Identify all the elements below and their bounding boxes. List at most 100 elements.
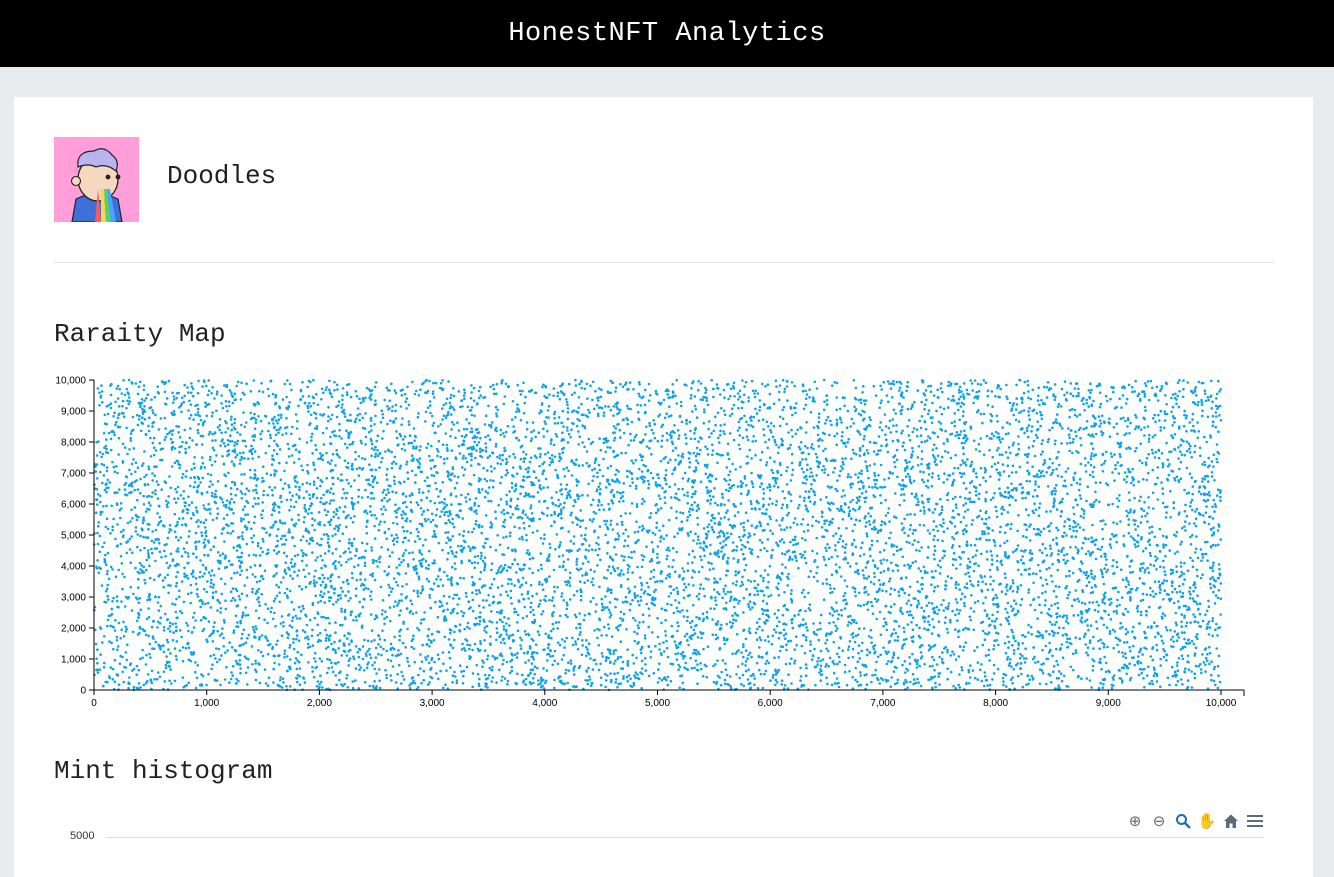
scatter-point (578, 626, 582, 630)
scatter-point (121, 670, 124, 674)
scatter-point (1005, 583, 1009, 586)
scatter-point (428, 484, 431, 487)
scatter-point (460, 648, 464, 651)
scatter-point (799, 426, 802, 429)
scatter-point (326, 657, 329, 661)
scatter-point (1165, 659, 1168, 662)
scatter-point (308, 482, 312, 486)
scatter-point (213, 621, 216, 624)
scatter-point (1139, 562, 1143, 566)
scatter-point (991, 678, 994, 681)
scatter-point (123, 605, 127, 608)
scatter-point (378, 523, 381, 526)
scatter-point (585, 450, 589, 453)
scatter-point (1175, 570, 1179, 573)
scatter-point (546, 506, 549, 510)
scatter-point (884, 604, 887, 608)
scatter-point (775, 616, 779, 619)
scatter-point (1029, 625, 1033, 629)
scatter-point (705, 388, 708, 392)
scatter-point (297, 518, 301, 522)
scatter-point (408, 687, 412, 690)
scatter-point (778, 620, 781, 624)
scatter-point (1075, 481, 1079, 485)
scatter-point (1124, 628, 1128, 631)
scatter-point (516, 672, 519, 676)
scatter-point (867, 520, 871, 523)
scatter-point (673, 466, 677, 469)
scatter-point (274, 597, 277, 600)
scatter-point (424, 538, 427, 541)
scatter-point (529, 610, 532, 614)
rarity-scatter-chart[interactable]: 0 1,000 2,000 3,000 4,000 5,000 6,000 7,000 8,00… (14, 367, 1313, 717)
scatter-point (1084, 643, 1087, 646)
scatter-point (106, 478, 110, 482)
scatter-point (211, 432, 214, 436)
scatter-point (895, 430, 898, 433)
scatter-point (1021, 642, 1024, 645)
scatter-point (207, 672, 210, 676)
scatter-point (1083, 602, 1087, 605)
scatter-point (828, 621, 831, 625)
scatter-point (443, 635, 447, 639)
scatter-point (258, 604, 261, 607)
scatter-point (972, 584, 975, 588)
scatter-point (135, 518, 139, 522)
scatter-point (175, 597, 178, 601)
scatter-point (622, 559, 626, 562)
scatter-point (802, 499, 806, 503)
scatter-point (95, 567, 99, 570)
scatter-point (656, 556, 659, 559)
scatter-point (346, 393, 349, 397)
scatter-point (695, 416, 699, 419)
scatter-point (654, 580, 657, 584)
scatter-point (728, 414, 732, 418)
scatter-point (774, 479, 777, 482)
scatter-point (325, 533, 329, 536)
scatter-point (205, 508, 208, 512)
scatter-point (740, 651, 743, 654)
scatter-point (810, 471, 813, 474)
scatter-point (264, 602, 267, 606)
scatter-point (1103, 609, 1106, 613)
scatter-point (1102, 420, 1106, 423)
scatter-point (665, 557, 669, 561)
scatter-point (652, 419, 655, 422)
scatter-point (853, 618, 856, 622)
scatter-point (841, 518, 845, 521)
scatter-point (1218, 680, 1222, 684)
scatter-point (1120, 681, 1124, 684)
scatter-point (103, 661, 106, 665)
scatter-point (955, 431, 959, 434)
scatter-point (298, 617, 302, 620)
scatter-point (381, 416, 385, 420)
scatter-point (213, 432, 217, 435)
scatter-point (1124, 632, 1128, 636)
scatter-point (1204, 511, 1208, 514)
scatter-point (1137, 392, 1141, 396)
scatter-point (1163, 419, 1167, 422)
scatter-point (391, 665, 395, 668)
scatter-point (731, 652, 734, 656)
scatter-point (1091, 664, 1095, 668)
scatter-point (668, 572, 671, 576)
scatter-point (920, 494, 924, 497)
scatter-point (1160, 639, 1164, 643)
scatter-point (462, 530, 466, 533)
scatter-point (1012, 652, 1016, 655)
scatter-point (622, 675, 625, 678)
scatter-point (911, 543, 914, 546)
scatter-point (1099, 419, 1102, 422)
scatter-point (740, 682, 743, 686)
scatter-point (232, 511, 235, 515)
scatter-point (163, 390, 167, 394)
scatter-point (1046, 381, 1050, 384)
scatter-point (241, 537, 245, 541)
scatter-point (526, 516, 529, 519)
scatter-point (835, 396, 838, 399)
scatter-point (927, 500, 930, 504)
scatter-point (567, 469, 570, 473)
scatter-point (841, 431, 844, 434)
scatter-point (293, 562, 297, 566)
scatter-point (817, 426, 820, 430)
